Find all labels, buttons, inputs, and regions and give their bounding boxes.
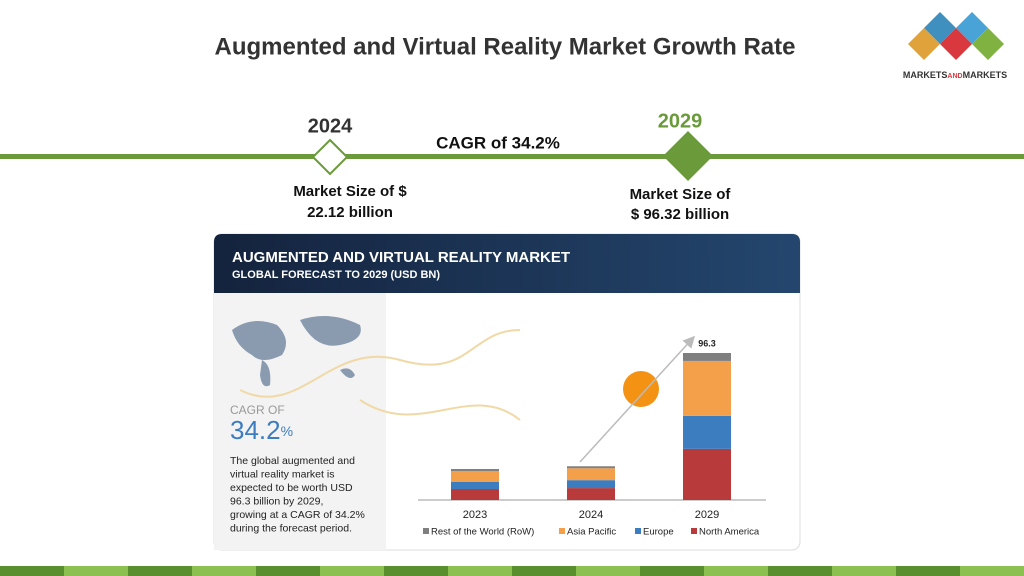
logo-part: MARKETS	[903, 70, 948, 80]
legend-label: Rest of the World (RoW)	[431, 527, 534, 538]
legend-swatch	[423, 528, 429, 534]
bar-segment	[567, 468, 615, 481]
description-line: growing at a CAGR of 34.2%	[230, 509, 365, 521]
x-tick-label: 2023	[463, 509, 487, 521]
legend-label: North America	[699, 527, 760, 538]
bar-segment	[451, 469, 499, 471]
bar-segment	[567, 480, 615, 489]
description-line: 96.3 billion by 2029,	[230, 495, 323, 507]
end-size: $ 96.32 billion	[631, 206, 729, 223]
logo-part: AND	[947, 73, 962, 80]
bar-segment	[567, 488, 615, 500]
bar-segment	[451, 481, 499, 490]
total-label: 96.3	[698, 338, 716, 348]
bar-segment	[683, 360, 731, 416]
logo-part: MARKETS	[963, 70, 1008, 80]
start-size: Market Size of $	[293, 183, 407, 200]
cagr-unit: %	[281, 423, 293, 439]
bar-segment	[683, 353, 731, 361]
legend-label: Asia Pacific	[567, 527, 616, 538]
bar-chart: 2023 2024 2029 96.3 Rest of the World (RoW) A…	[423, 338, 760, 538]
cagr-number: 34.2	[230, 415, 281, 445]
chart-card	[213, 233, 801, 551]
x-tick-label: 2029	[695, 509, 719, 521]
logo: MARKETSANDMARKETS	[903, 12, 1007, 80]
bar-segment	[567, 466, 615, 469]
bar-segment	[451, 470, 499, 482]
logo-text: MARKETSANDMARKETS	[903, 70, 1007, 80]
end-size: Market Size of	[630, 186, 732, 203]
chart-title: AUGMENTED AND VIRTUAL REALITY MARKET	[232, 249, 570, 266]
timeline-line	[0, 154, 1024, 159]
start-size: 22.12 billion	[307, 204, 393, 221]
description-line: expected to be worth USD	[230, 482, 353, 494]
cagr-text: CAGR of 34.2%	[436, 133, 560, 152]
legend-swatch	[635, 528, 641, 534]
bar-segment	[683, 415, 731, 449]
x-tick-label: 2024	[579, 509, 603, 521]
description-line: during the forecast period.	[230, 522, 352, 534]
end-year: 2029	[658, 110, 703, 132]
chart-subtitle: GLOBAL FORECAST TO 2029 (USD BN)	[232, 269, 440, 281]
description-line: The global augmented and	[230, 455, 355, 467]
bar-segment	[683, 448, 731, 500]
bar-segment	[451, 489, 499, 500]
legend-swatch	[559, 528, 565, 534]
cagr-value: 34.2%	[230, 415, 293, 445]
start-marker	[311, 138, 349, 176]
footer-stripe	[0, 566, 1024, 576]
cagr-label: CAGR OF	[230, 403, 285, 417]
description-line: virtual reality market is	[230, 468, 334, 480]
legend-swatch	[691, 528, 697, 534]
end-marker	[663, 131, 713, 181]
legend-label: Europe	[643, 527, 674, 538]
start-year: 2024	[308, 115, 353, 137]
slide-title: Augmented and Virtual Reality Market Gro…	[214, 33, 795, 60]
